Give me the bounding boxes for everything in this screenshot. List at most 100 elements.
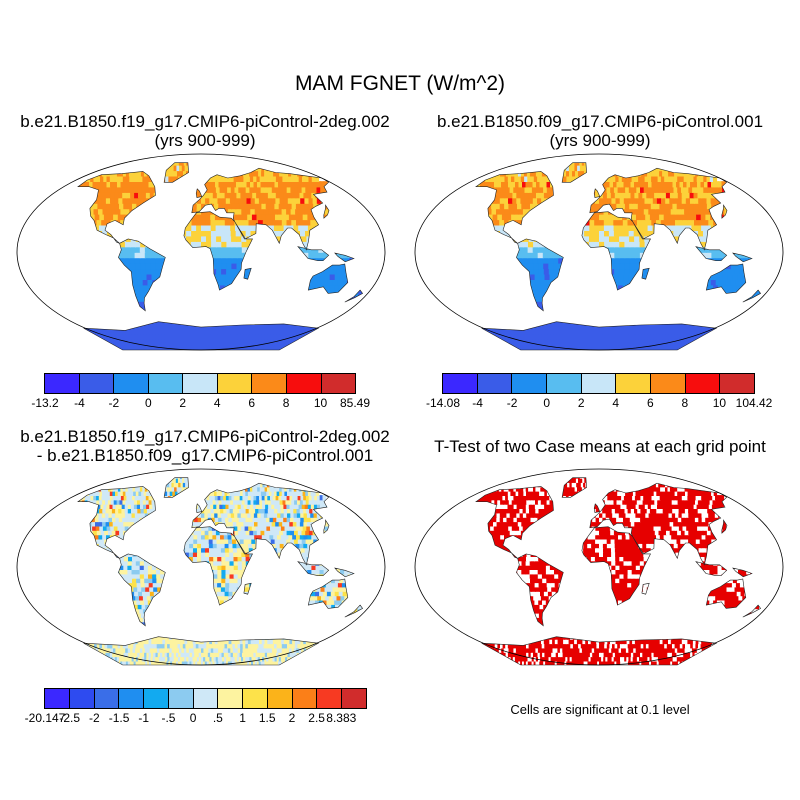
grid-cell xyxy=(89,322,94,329)
grid-cell xyxy=(336,235,343,242)
grid-cell xyxy=(335,208,341,215)
grid-cell xyxy=(364,230,370,236)
grid-cell xyxy=(733,208,739,215)
grid-cell xyxy=(22,252,28,258)
grid-cell xyxy=(105,306,111,313)
grid-cell xyxy=(727,306,733,313)
grid-cell xyxy=(100,328,105,335)
grid-cell xyxy=(201,224,207,231)
grid-cell xyxy=(451,208,456,214)
grid-cell xyxy=(104,333,109,340)
grid-cell xyxy=(165,175,170,182)
grid-cell xyxy=(187,322,192,329)
grid-cell xyxy=(437,290,442,296)
grid-cell xyxy=(436,274,442,280)
grid-cell xyxy=(471,306,476,312)
grid-cell xyxy=(725,224,732,231)
grid-cell xyxy=(589,344,593,351)
grid-cell xyxy=(494,186,500,193)
grid-cell xyxy=(478,301,484,308)
grid-cell xyxy=(122,290,128,297)
grid-cell xyxy=(241,262,248,270)
grid-cell xyxy=(634,252,641,259)
grid-cell xyxy=(727,284,733,291)
grid-cell xyxy=(175,235,182,242)
grid-cell xyxy=(141,344,146,351)
grid-cell xyxy=(642,339,647,346)
grid-cell xyxy=(659,301,665,308)
grid-cell xyxy=(530,203,536,210)
grid-cell xyxy=(138,311,143,319)
grid-cell xyxy=(212,339,216,346)
colorbar-swatch xyxy=(286,374,322,393)
grid-cell xyxy=(536,339,540,346)
grid-cell xyxy=(651,328,656,335)
grid-cell xyxy=(39,241,45,247)
grid-cell xyxy=(125,284,131,291)
grid-cell xyxy=(498,235,505,242)
grid-cell xyxy=(557,306,563,313)
grid-cell xyxy=(78,230,83,237)
grid-cell xyxy=(521,301,527,308)
grid-cell xyxy=(530,339,534,346)
grid-cell xyxy=(33,247,39,253)
grid-cell xyxy=(654,328,659,335)
grid-cell xyxy=(169,311,175,319)
grid-cell xyxy=(94,279,100,286)
grid-cell xyxy=(594,306,600,313)
grid-cell xyxy=(594,203,600,210)
grid-cell xyxy=(101,203,107,210)
grid-cell xyxy=(674,333,678,340)
grid-cell xyxy=(317,203,323,210)
grid-cell xyxy=(122,192,127,199)
grid-cell xyxy=(212,317,217,324)
grid-cell xyxy=(29,263,35,269)
grid-cell xyxy=(171,279,178,286)
grid-cell xyxy=(98,192,104,199)
grid-cell xyxy=(98,279,105,286)
grid-cell xyxy=(131,181,136,188)
grid-cell xyxy=(146,164,150,172)
grid-cell xyxy=(230,273,237,280)
grid-cell xyxy=(287,192,293,199)
grid-cell xyxy=(554,208,560,215)
grid-cell xyxy=(535,279,542,286)
grid-cell xyxy=(285,333,289,340)
grid-cell xyxy=(608,213,614,221)
grid-cell xyxy=(591,317,596,324)
grid-cell xyxy=(34,241,40,247)
grid-cell xyxy=(160,246,167,253)
grid-cell xyxy=(680,257,687,264)
grid-cell xyxy=(553,322,558,329)
grid-cell xyxy=(536,181,541,188)
grid-cell xyxy=(80,268,87,275)
grid-cell xyxy=(185,235,192,242)
grid-cell xyxy=(44,263,50,269)
grid-cell xyxy=(194,175,199,182)
grid-cell xyxy=(609,241,615,248)
grid-cell xyxy=(177,170,181,177)
grid-cell xyxy=(80,295,86,302)
grid-cell xyxy=(99,241,106,248)
grid-cell xyxy=(359,273,363,280)
grid-cell xyxy=(331,268,338,275)
grid-cell xyxy=(244,301,250,308)
grid-cell xyxy=(461,285,467,291)
grid-cell xyxy=(476,290,480,297)
grid-cell xyxy=(443,268,449,274)
grid-cell xyxy=(118,197,124,204)
grid-cell xyxy=(119,241,126,248)
grid-cell xyxy=(174,186,180,193)
grid-cell xyxy=(148,219,155,226)
grid-cell xyxy=(330,301,336,308)
grid-cell xyxy=(155,268,162,275)
grid-cell xyxy=(542,301,548,308)
grid-cell xyxy=(655,181,660,188)
grid-cell xyxy=(511,328,516,335)
grid-cell xyxy=(175,268,182,275)
grid-cell xyxy=(655,301,661,308)
grid-cell xyxy=(476,246,483,253)
grid-cell xyxy=(756,241,761,248)
grid-cell xyxy=(700,213,707,221)
grid-cell xyxy=(163,197,169,204)
